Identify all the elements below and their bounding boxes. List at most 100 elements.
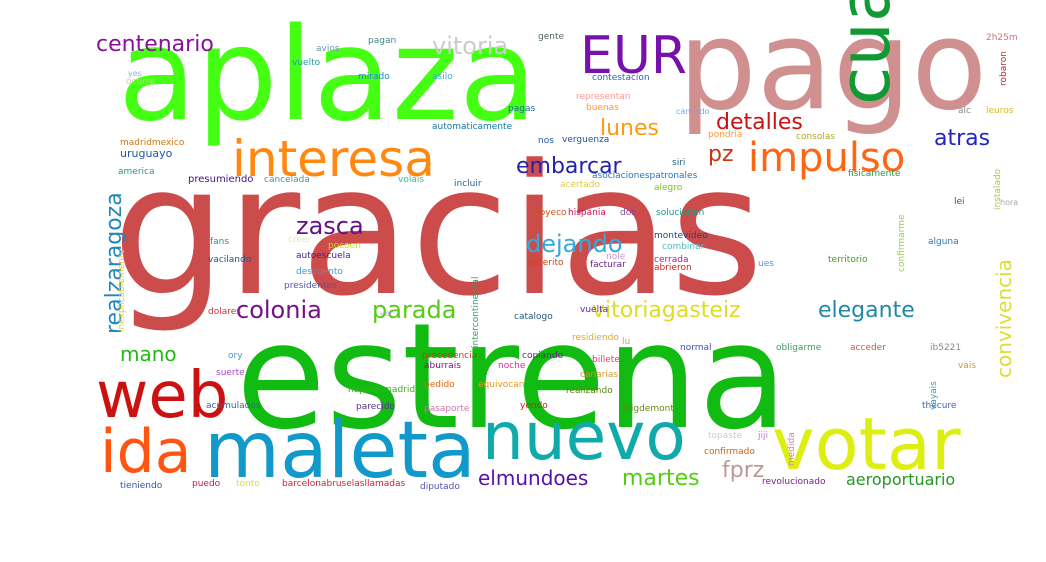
word-nuevo: nuevo	[482, 398, 686, 475]
word-alegro: alegro	[654, 183, 683, 193]
word-alguna: alguna	[928, 237, 959, 247]
word-solucionan: solucionan	[656, 208, 705, 218]
word-pedido: pedido	[424, 380, 455, 390]
word-vuelta: vuelta	[580, 305, 609, 315]
word-aplaza: aplaza	[118, 1, 538, 150]
word-avios: avios	[316, 44, 340, 54]
word-napolesmadrid: napolesmadrid	[348, 385, 416, 395]
word-automaticamente: automaticamente	[432, 122, 513, 132]
word-puedo: puedo	[192, 479, 221, 489]
word-montevideo: montevideo	[654, 231, 708, 241]
word-asilo: asilo	[432, 72, 453, 82]
word-cuanto: cuanto	[824, 0, 906, 105]
word-incluir: incluir	[454, 179, 482, 189]
word-leuros: leuros	[986, 106, 1014, 116]
word-hora: hora	[1000, 198, 1019, 207]
word-detalles: detalles	[716, 110, 803, 135]
word-pagan: pagan	[368, 36, 397, 46]
word-presidentes: presidentes	[284, 281, 337, 291]
word-territorio: territorio	[828, 255, 868, 265]
word-pocoen: pocoen	[328, 241, 361, 251]
word-web: web	[96, 359, 229, 433]
word-parecido: parecido	[356, 402, 395, 412]
word-inexplicablemente: inexplicablemente	[117, 249, 127, 332]
word-ib5221: ib5221	[930, 343, 962, 353]
word-nole: nole	[606, 252, 626, 262]
word-procedencia: procedencia	[422, 351, 478, 361]
word-tieniendo: tieniendo	[120, 481, 163, 491]
word-ida: ida	[100, 417, 192, 487]
word-vacilando: vacilando	[208, 255, 252, 265]
word-cansado: cansado	[676, 107, 710, 116]
word-billete: billete	[592, 355, 620, 365]
word-ory: ory	[228, 351, 243, 361]
word-confirmarme: confirmarme	[897, 214, 907, 273]
word-dolares: dolares	[208, 307, 241, 317]
word-confirmado: confirmado	[704, 447, 755, 457]
word-volais: volais	[398, 175, 425, 185]
word-zasca: zasca	[296, 212, 364, 240]
word-presumiendo: presumiendo	[188, 174, 254, 185]
word-elegante: elegante	[818, 298, 915, 323]
word-vuelto: vuelto	[292, 58, 321, 68]
word-impulso: impulso	[748, 135, 906, 181]
word-canarias: canarias	[580, 370, 619, 380]
word-suerte: suerte	[216, 368, 245, 378]
word-jiji: jiji	[758, 431, 769, 441]
word-enterito: enterito	[528, 258, 564, 268]
word-catalogo: catalogo	[514, 312, 553, 322]
word-lunes: lunes	[600, 116, 659, 141]
word-alc: alc	[958, 106, 971, 116]
word-verguenza: verguenza	[562, 135, 610, 145]
word-cancelada: cancelada	[264, 175, 310, 185]
word-thecure: thecure	[922, 401, 957, 411]
word-madridmexico: madridmexico	[120, 138, 185, 148]
word-vitoriagasteiz: vitoriagasteiz	[592, 298, 741, 323]
word-tonto: tonto	[236, 479, 260, 489]
word-consolas: consolas	[796, 132, 836, 142]
word-fuigdemont: fuigdemont	[622, 404, 674, 414]
word-vais: vais	[958, 361, 977, 371]
word-buenas: buenas	[586, 103, 619, 113]
word-descuento: descuento	[296, 267, 343, 277]
word-fans: fans	[210, 237, 230, 247]
word-yes: yes	[128, 69, 142, 78]
word-barcelonabruselasllamadas: barcelonabruselasllamadas	[282, 479, 406, 489]
word-noche: noche	[498, 361, 526, 371]
word-hispania: hispania	[568, 208, 606, 218]
word-vayais: vayais	[929, 381, 939, 410]
word-hoyeco: hoyeco	[534, 208, 567, 218]
word-mirado: mirado	[358, 72, 390, 82]
word-creer: creer	[288, 235, 312, 245]
word-convivencia: convivencia	[992, 259, 1016, 378]
word-america: america	[118, 167, 155, 177]
word-gracias: gracias	[112, 127, 764, 336]
word-gente: gente	[538, 32, 565, 42]
word-fprz: fprz	[722, 458, 765, 483]
word-cerrada: cerrada	[654, 255, 689, 265]
word-residiendo: residiendo	[572, 333, 619, 343]
word-vitoria: vitoria	[432, 32, 509, 60]
word-fisicamente: fisicamente	[848, 169, 901, 179]
word-acumulados: acumulados	[206, 401, 261, 411]
word-dos: dos	[620, 208, 636, 218]
word-aeroportuario: aeroportuario	[846, 470, 956, 489]
word-diputado: diputado	[420, 482, 460, 492]
word-representan: representan	[576, 92, 631, 102]
word-nos: nos	[538, 136, 554, 146]
word-obligarme: obligarme	[776, 343, 822, 353]
word-copiando: copiando	[522, 351, 564, 361]
word-ocurre: ocurre	[126, 77, 155, 87]
word-yendo: yendo	[520, 401, 548, 411]
word-mano: mano	[120, 342, 177, 366]
word-siri: siri	[672, 158, 686, 168]
word-interesa: interesa	[232, 130, 435, 188]
word-lu: lu	[622, 337, 631, 347]
word-estrena: estrena	[236, 292, 788, 462]
word-votar: votar	[772, 402, 961, 486]
word-colonia: colonia	[236, 296, 322, 324]
word-pasaporte: pasaporte	[424, 404, 470, 414]
word-ver: ver	[380, 309, 393, 318]
word-embarcar: embarcar	[516, 154, 622, 179]
